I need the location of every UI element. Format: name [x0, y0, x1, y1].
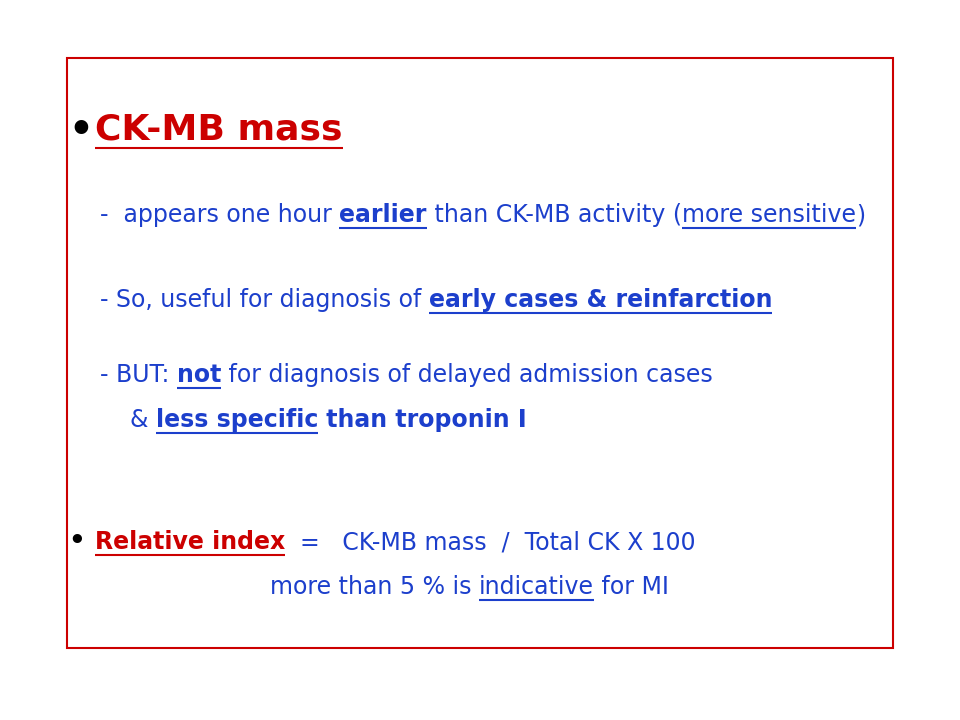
Bar: [67, 58, 893, 648]
Text: earlier: earlier: [340, 203, 427, 227]
Text: - So, useful for diagnosis of: - So, useful for diagnosis of: [100, 288, 429, 312]
Text: indicative: indicative: [479, 575, 594, 599]
Text: than CK-MB activity (: than CK-MB activity (: [427, 203, 682, 227]
Text: Relative index: Relative index: [95, 530, 285, 554]
Text: for diagnosis of delayed admission cases: for diagnosis of delayed admission cases: [221, 363, 713, 387]
Text: - BUT:: - BUT:: [100, 363, 177, 387]
Text: &: &: [130, 408, 156, 432]
Text: than troponin I: than troponin I: [319, 408, 527, 432]
Text: •: •: [68, 111, 93, 149]
Text: •: •: [68, 529, 84, 555]
Text: more than 5 % is: more than 5 % is: [270, 575, 479, 599]
Text: not: not: [177, 363, 221, 387]
Text: ): ): [855, 203, 865, 227]
Text: more sensitive: more sensitive: [682, 203, 855, 227]
Text: for MI: for MI: [594, 575, 669, 599]
Text: less specific: less specific: [156, 408, 319, 432]
Text: =   CK-MB mass  /  Total CK X 100: = CK-MB mass / Total CK X 100: [285, 530, 696, 554]
Text: CK-MB mass: CK-MB mass: [95, 113, 343, 147]
Text: -  appears one hour: - appears one hour: [100, 203, 340, 227]
Text: early cases & reinfarction: early cases & reinfarction: [429, 288, 773, 312]
